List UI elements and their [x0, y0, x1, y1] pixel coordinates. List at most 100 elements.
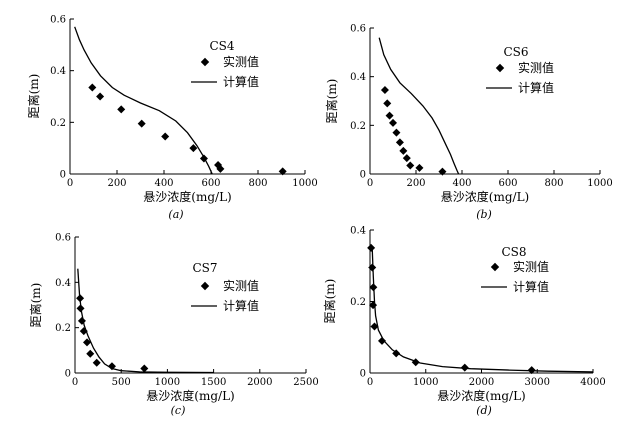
y-axis-label: 距离(m) — [322, 279, 337, 324]
legend-marker-measured — [495, 63, 505, 73]
data-point-measured — [137, 119, 146, 128]
y-axis-label: 距离(m) — [26, 74, 41, 119]
x-tick-label: 400 — [154, 178, 173, 189]
data-point-measured — [377, 336, 386, 345]
y-tick-label: 0.6 — [50, 15, 66, 26]
x-tick-label: 600 — [201, 178, 220, 189]
x-tick-label: 200 — [107, 178, 126, 189]
x-tick-label: 800 — [248, 178, 267, 189]
legend-marker-measured — [200, 281, 210, 291]
data-point-measured — [216, 164, 225, 173]
data-point-measured — [385, 111, 394, 120]
panel-label: (c) — [171, 404, 186, 417]
panel-label: (d) — [476, 404, 492, 417]
y-tick-label: 0 — [360, 170, 366, 181]
chart-panel-1: 0 200 400 600 800 1000 0 0.2 0.4 0.6 悬沙浓度(mg/L) 距离(… — [26, 15, 318, 222]
y-axis-label: 距离(m) — [324, 79, 339, 124]
legend-marker-measured — [200, 57, 210, 67]
y-tick-label: 0 — [360, 369, 366, 380]
y-axis-label: 距离(m) — [28, 283, 43, 328]
chart-title: CS8 — [501, 245, 526, 259]
data-point-measured — [389, 118, 397, 127]
legend-label-calculated: 计算值 — [513, 279, 549, 294]
y-tick-label: 0.2 — [55, 323, 71, 334]
x-tick-label: 2000 — [469, 377, 494, 388]
chart-title: CS4 — [209, 39, 234, 53]
y-tick-label: 0.4 — [350, 226, 366, 237]
x-tick-label: 500 — [112, 377, 131, 388]
legend-marker-measured — [490, 262, 500, 272]
data-point-measured — [278, 167, 287, 176]
x-tick-label: 200 — [406, 178, 425, 189]
y-tick-label: 0.6 — [55, 233, 71, 244]
x-tick-label: 600 — [498, 178, 517, 189]
series-line-calculated — [371, 247, 594, 373]
y-tick-label: 0.2 — [350, 297, 366, 308]
data-point-measured — [368, 263, 377, 272]
series-line-calculated — [77, 268, 214, 374]
x-tick-label: 0 — [67, 178, 73, 189]
data-point-measured — [415, 163, 424, 172]
legend-label-calculated: 计算值 — [518, 80, 554, 95]
x-tick-label: 2500 — [293, 377, 318, 388]
y-tick-label: 0.2 — [50, 118, 66, 129]
data-point-measured — [117, 105, 126, 114]
x-tick-label: 4000 — [580, 377, 605, 388]
y-tick-label: 0.4 — [55, 278, 71, 289]
data-point-measured — [107, 362, 116, 371]
x-tick-label: 1000 — [413, 377, 438, 388]
x-axis-label: 悬沙浓度(mg/L) — [146, 388, 234, 403]
x-tick-label: 2000 — [247, 377, 272, 388]
legend-label-measured: 实测值 — [223, 54, 259, 69]
x-tick-label: 0 — [367, 178, 373, 189]
data-point-measured — [399, 146, 408, 155]
y-tick-label: 0 — [65, 369, 71, 380]
data-point-measured — [189, 144, 198, 153]
data-point-measured — [83, 338, 92, 347]
data-point-measured — [96, 92, 105, 101]
data-point-measured — [370, 322, 379, 331]
chart-panel-2: 0 200 400 600 800 1000 0 0.2 0.4 0.6 悬沙浓度(mg/L) 距离(… — [324, 24, 613, 222]
data-point-measured — [395, 138, 404, 147]
x-tick-label: 0 — [367, 377, 373, 388]
data-point-measured — [438, 167, 447, 176]
chart-title: CS6 — [503, 45, 528, 59]
x-axis-label: 悬沙浓度(mg/L) — [437, 388, 525, 403]
data-point-measured — [367, 243, 376, 252]
chart-title: CS7 — [192, 261, 217, 275]
panel-label: (a) — [168, 208, 183, 221]
series-line-calculated — [74, 26, 213, 175]
y-tick-label: 0.2 — [350, 121, 366, 132]
x-tick-label: 1000 — [292, 178, 317, 189]
chart-panel-3: 0 500 1000 1500 2000 2500 0 0.2 0.4 0.6 悬沙浓度(mg/L)… — [28, 233, 319, 418]
legend-label-calculated: 计算值 — [223, 298, 259, 313]
data-point-measured — [86, 349, 95, 358]
data-point-measured — [140, 364, 149, 373]
data-point-measured — [77, 316, 86, 325]
x-tick-label: 3000 — [525, 377, 550, 388]
data-point-measured — [383, 99, 392, 108]
y-tick-label: 0.4 — [50, 66, 66, 77]
data-point-measured — [380, 86, 389, 95]
data-point-measured — [392, 128, 401, 137]
panel-label: (b) — [476, 208, 492, 221]
x-axis-label: 悬沙浓度(mg/L) — [441, 189, 529, 204]
data-point-measured — [161, 132, 170, 141]
x-tick-label: 0 — [72, 377, 78, 388]
x-tick-label: 1000 — [587, 178, 612, 189]
chart-panel-4: 0 1000 2000 3000 4000 0 0.2 0.4 悬沙浓度(mg/L) 距离(m) C… — [322, 226, 606, 418]
legend-label-measured: 实测值 — [223, 278, 259, 293]
x-tick-label: 1500 — [201, 377, 226, 388]
legend-label-calculated: 计算值 — [223, 74, 259, 89]
data-point-measured — [92, 358, 101, 367]
legend-label-measured: 实测值 — [513, 259, 549, 274]
x-tick-label: 800 — [544, 178, 563, 189]
y-tick-label: 0.4 — [350, 72, 366, 83]
y-tick-label: 0 — [60, 170, 66, 181]
data-point-measured — [406, 161, 415, 170]
series-line-calculated — [378, 37, 460, 175]
x-tick-label: 400 — [452, 178, 471, 189]
x-axis-label: 悬沙浓度(mg/L) — [143, 189, 231, 204]
data-point-measured — [88, 83, 97, 92]
